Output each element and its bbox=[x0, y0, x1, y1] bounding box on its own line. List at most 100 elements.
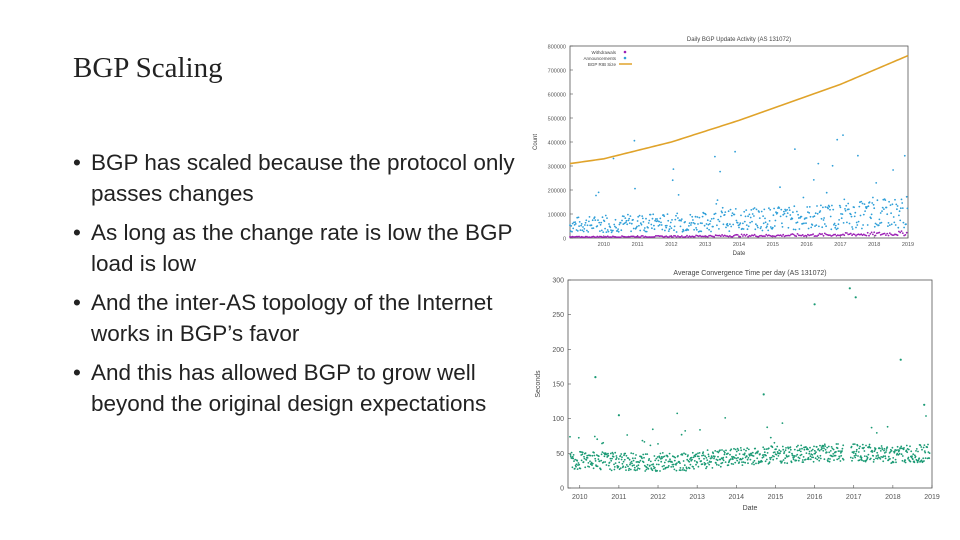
convergence-point bbox=[684, 430, 687, 432]
withdrawal-point bbox=[700, 235, 703, 238]
y-tick-label: 0 bbox=[563, 237, 566, 243]
withdrawal-point bbox=[809, 234, 812, 236]
convergence-point bbox=[609, 468, 611, 470]
announcement-point bbox=[878, 218, 881, 221]
withdrawal-point bbox=[762, 235, 765, 238]
announcement-point bbox=[624, 217, 627, 220]
withdrawal-point bbox=[883, 232, 886, 235]
convergence-point bbox=[835, 443, 838, 445]
announcement-point bbox=[842, 134, 844, 136]
withdrawal-point bbox=[805, 235, 808, 238]
convergence-point bbox=[620, 458, 623, 461]
x-tick-label: 2018 bbox=[868, 242, 880, 248]
convergence-point bbox=[787, 447, 790, 450]
convergence-point bbox=[776, 445, 779, 448]
announcement-point bbox=[572, 227, 575, 230]
announcement-point bbox=[897, 226, 900, 229]
convergence-point bbox=[584, 452, 587, 454]
announcement-point bbox=[619, 222, 622, 224]
withdrawal-point bbox=[735, 233, 738, 236]
withdrawal-point bbox=[752, 234, 755, 237]
y-tick-label: 100000 bbox=[548, 213, 566, 219]
withdrawal-point bbox=[853, 233, 856, 236]
convergence-point bbox=[609, 452, 612, 455]
convergence-point bbox=[741, 464, 744, 466]
announcement-point bbox=[614, 225, 616, 228]
convergence-point bbox=[613, 468, 616, 471]
convergence-point bbox=[869, 457, 872, 460]
withdrawal-point bbox=[891, 234, 894, 237]
convergence-point bbox=[832, 448, 835, 451]
announcement-point bbox=[861, 227, 863, 230]
convergence-point bbox=[747, 448, 750, 451]
withdrawal-point bbox=[653, 236, 656, 238]
convergence-point bbox=[659, 452, 662, 455]
convergence-point bbox=[733, 447, 735, 450]
convergence-point bbox=[698, 452, 701, 454]
y-tick-label: 200 bbox=[552, 347, 564, 354]
convergence-point bbox=[792, 458, 795, 461]
announcement-point bbox=[727, 210, 730, 213]
convergence-point bbox=[886, 446, 889, 448]
convergence-point bbox=[909, 460, 912, 463]
announcement-point bbox=[872, 196, 874, 199]
convergence-point bbox=[597, 455, 600, 458]
announcement-point bbox=[751, 213, 754, 215]
convergence-point bbox=[764, 460, 767, 463]
convergence-point bbox=[882, 460, 885, 463]
convergence-point bbox=[634, 457, 637, 460]
y-tick-label: 500000 bbox=[548, 117, 566, 123]
convergence-point bbox=[668, 452, 671, 455]
announcement-point bbox=[791, 217, 794, 220]
announcement-point bbox=[807, 227, 810, 230]
announcement-point bbox=[781, 226, 784, 228]
announcement-point bbox=[601, 216, 604, 219]
withdrawal-point bbox=[684, 235, 687, 238]
convergence-point bbox=[708, 463, 711, 466]
convergence-point bbox=[672, 465, 675, 468]
convergence-point bbox=[865, 459, 868, 462]
withdrawal-point bbox=[835, 235, 838, 237]
convergence-point bbox=[881, 447, 883, 449]
announcement-point bbox=[743, 220, 746, 223]
announcement-point bbox=[658, 224, 661, 226]
announcement-point bbox=[673, 225, 676, 228]
convergence-point bbox=[659, 470, 661, 472]
convergence-point bbox=[868, 445, 871, 448]
legend-swatch bbox=[623, 56, 627, 60]
announcement-point bbox=[569, 230, 572, 233]
announcement-point bbox=[587, 231, 590, 233]
announcement-point bbox=[815, 224, 818, 227]
convergence-point bbox=[802, 456, 805, 458]
convergence-point bbox=[767, 447, 770, 450]
announcement-point bbox=[730, 214, 733, 217]
convergence-point bbox=[813, 449, 816, 452]
announcement-point bbox=[767, 229, 770, 232]
convergence-point bbox=[857, 451, 860, 453]
convergence-point bbox=[619, 455, 622, 457]
withdrawal-point bbox=[786, 234, 788, 237]
withdrawal-point bbox=[675, 236, 678, 239]
announcement-point bbox=[660, 224, 663, 226]
convergence-point bbox=[735, 454, 737, 456]
convergence-point bbox=[894, 458, 897, 461]
announcement-point bbox=[832, 208, 835, 211]
announcement-point bbox=[712, 225, 714, 228]
announcement-point bbox=[837, 223, 840, 226]
announcement-point bbox=[577, 216, 580, 219]
withdrawal-point bbox=[573, 236, 575, 238]
convergence-point bbox=[592, 467, 595, 470]
convergence-point bbox=[611, 457, 613, 460]
announcement-point bbox=[831, 204, 833, 207]
announcement-point bbox=[786, 212, 789, 215]
announcement-point bbox=[893, 221, 896, 224]
announcement-point bbox=[677, 217, 679, 219]
announcement-point bbox=[899, 207, 902, 210]
convergence-point bbox=[892, 457, 895, 459]
convergence-point bbox=[740, 449, 743, 452]
bullet-item: • BGP has scaled because the protocol onl… bbox=[73, 150, 515, 206]
withdrawal-point bbox=[900, 230, 903, 233]
convergence-point bbox=[630, 460, 633, 463]
convergence-point bbox=[827, 460, 829, 463]
convergence-point bbox=[773, 455, 775, 458]
